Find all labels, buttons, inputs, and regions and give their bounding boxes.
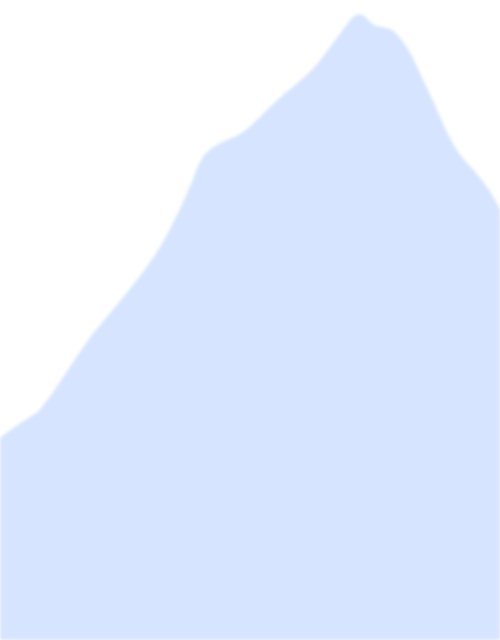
mountain-silhouette-icon xyxy=(0,14,500,640)
